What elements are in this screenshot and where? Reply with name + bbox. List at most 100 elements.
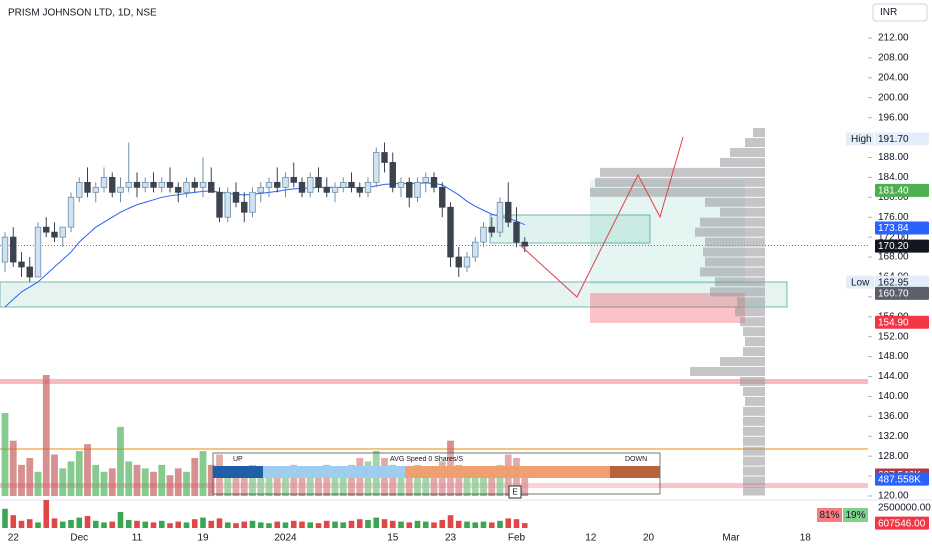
profile-bar <box>705 237 765 247</box>
volume-bar <box>191 457 199 496</box>
profile-bar <box>690 367 765 377</box>
volume-bar <box>521 474 529 496</box>
currency-label: INR <box>880 7 897 18</box>
candle-body <box>356 186 363 193</box>
candle-body <box>10 236 17 263</box>
profile-bar <box>700 217 765 227</box>
x-tick-label: 12 <box>585 533 597 544</box>
candle-body <box>166 181 174 188</box>
volume-bar <box>463 468 471 496</box>
x-tick-label: Dec <box>70 533 88 544</box>
volume-panel-bar <box>315 523 322 528</box>
price-badge <box>875 275 929 289</box>
volume-bar <box>125 461 133 496</box>
candle-body <box>422 176 429 183</box>
volume-panel-bar <box>10 515 17 528</box>
volume-profile <box>590 128 765 496</box>
volume-panel-bar <box>191 519 198 528</box>
event-marker[interactable] <box>508 485 522 499</box>
price-badge-text: 181.40 <box>878 185 909 196</box>
candle-body <box>331 186 339 193</box>
candle-body <box>142 181 149 188</box>
table-center: AVG Speed 0 Shares/S <box>390 456 463 463</box>
volume-panel-badge <box>875 516 929 530</box>
candle-body <box>265 181 273 188</box>
volume-panel-bar <box>414 520 421 528</box>
profile-bar <box>715 277 765 287</box>
volume-panel-bar <box>282 522 289 528</box>
volume-panel-bar <box>92 520 99 528</box>
volume-bar <box>389 464 397 496</box>
candle-body <box>521 241 528 247</box>
profile-bar <box>600 167 765 177</box>
volume-bar <box>488 471 496 496</box>
volume-bar <box>133 464 141 496</box>
volume-bar <box>26 457 34 496</box>
volume-bar <box>273 468 281 496</box>
price-badge <box>875 315 929 329</box>
volume-panel-bar <box>101 522 107 528</box>
volume-panel-bar <box>447 515 454 528</box>
volume-bar <box>141 468 149 496</box>
badge-name-bg <box>846 275 874 289</box>
volume-badge <box>875 472 929 486</box>
volume-panel-bar <box>488 522 495 528</box>
candle-body <box>480 226 487 243</box>
table-up: UP <box>233 456 243 463</box>
candle-body <box>513 221 520 243</box>
volume-panel-bar <box>51 518 58 528</box>
volume-bar <box>471 471 479 496</box>
profile-bar <box>743 476 765 486</box>
candle-body <box>208 181 215 193</box>
candle-body <box>67 196 75 228</box>
currency-button[interactable] <box>872 3 928 22</box>
profile-bar <box>743 347 765 357</box>
volume-panel-bar <box>26 519 33 528</box>
candle-body <box>76 181 83 198</box>
y-tick-label: 128.00 <box>878 451 909 462</box>
profile-bar <box>705 197 765 207</box>
volume-panel-bar <box>472 522 479 528</box>
candle-body <box>348 181 355 188</box>
candle-body <box>274 181 281 188</box>
support-zone <box>0 281 788 308</box>
volume-badge-text: 487.558K <box>878 474 921 485</box>
profile-bar <box>745 138 765 148</box>
volume-panel-badge-text: 607546.00 <box>878 518 926 529</box>
candle-body <box>373 152 380 183</box>
volume-panel-bar <box>175 521 182 528</box>
candle-body <box>92 186 99 193</box>
x-tick-label: Mar <box>722 533 740 544</box>
volume-panel-bar <box>266 523 272 528</box>
volume-bar <box>232 475 240 496</box>
volume-bar <box>496 464 504 496</box>
candle-body <box>340 181 347 188</box>
volume-bar <box>240 468 248 496</box>
candle-body <box>439 186 446 208</box>
candle-body <box>488 226 495 233</box>
volume-panel-bar <box>241 521 248 528</box>
profile-bar <box>745 337 765 347</box>
profile-bar <box>595 177 765 187</box>
volume-panel-bar <box>109 521 116 528</box>
candle-body <box>59 226 66 238</box>
volume-bar <box>92 464 100 496</box>
volume-bar <box>430 471 438 496</box>
profile-bar <box>743 327 765 337</box>
x-tick-label: Feb <box>508 533 526 544</box>
profile-bar <box>590 187 765 197</box>
candle-body <box>389 162 396 188</box>
volume-bar <box>100 471 108 496</box>
volume-bar <box>183 471 190 496</box>
price-badge <box>875 221 929 235</box>
volume-panel-bar <box>356 519 363 528</box>
volume-panel-bar <box>422 521 429 528</box>
profile-bar <box>740 317 765 327</box>
candle-body <box>26 266 33 278</box>
volume-bar <box>348 464 355 496</box>
x-tick-label: 2024 <box>274 533 297 544</box>
volume-panel-bar <box>200 517 206 528</box>
x-tick-label: 23 <box>445 533 457 544</box>
candle-body <box>290 176 297 183</box>
volume-bar <box>249 464 256 496</box>
